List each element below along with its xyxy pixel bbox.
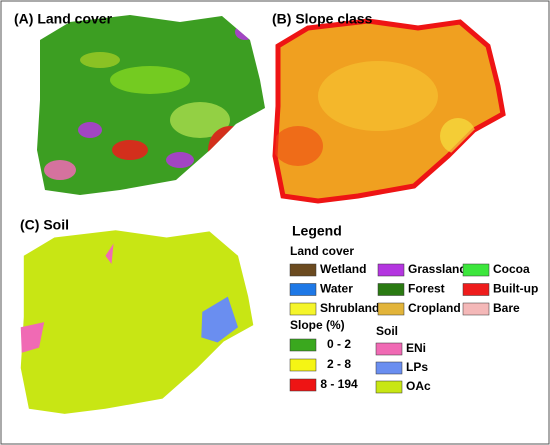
legend-label: Water bbox=[320, 282, 353, 296]
legend-swatch bbox=[377, 263, 405, 277]
legend: Legend Land cover Slope (%) Soil Wetland… bbox=[289, 223, 538, 394]
legend-swatch bbox=[375, 361, 403, 375]
legend-group-title: Land cover bbox=[290, 244, 354, 258]
legend-swatch bbox=[462, 263, 490, 277]
legend-label: Built-up bbox=[493, 282, 538, 296]
legend-group-title: Slope (%) bbox=[290, 318, 345, 332]
legend-label: 2 - 8 bbox=[327, 357, 351, 371]
legend-swatch bbox=[375, 342, 403, 356]
legend-swatch bbox=[289, 378, 317, 392]
legend-title: Legend bbox=[292, 223, 342, 239]
legend-label: ENi bbox=[406, 341, 426, 355]
legend-swatch bbox=[375, 380, 403, 394]
legend-label: Bare bbox=[493, 301, 520, 315]
legend-label: LPs bbox=[406, 360, 428, 374]
legend-label: OAc bbox=[406, 379, 431, 393]
legend-label: 8 - 194 bbox=[320, 377, 358, 391]
legend-swatch bbox=[462, 302, 490, 316]
slope-map bbox=[273, 21, 503, 201]
legend-swatch bbox=[289, 263, 317, 277]
legend-label: Forest bbox=[408, 282, 445, 296]
legend-swatch bbox=[377, 283, 405, 296]
legend-label: Grassland bbox=[408, 262, 467, 276]
legend-swatch bbox=[289, 302, 317, 316]
legend-swatch bbox=[289, 358, 317, 372]
legend-label: Cocoa bbox=[493, 262, 530, 276]
panel-label: (B) Slope class bbox=[272, 11, 373, 27]
legend-label: Shrubland bbox=[320, 301, 379, 315]
legend-swatch bbox=[289, 338, 317, 352]
legend-label: Cropland bbox=[408, 301, 461, 315]
legend-swatch bbox=[289, 283, 317, 296]
panel-label: (C) Soil bbox=[20, 217, 69, 233]
legend-label: 0 - 2 bbox=[327, 337, 351, 351]
panel-label: (A) Land cover bbox=[14, 11, 113, 27]
soil-map bbox=[20, 230, 254, 414]
legend-swatch bbox=[462, 283, 490, 296]
legend-swatch bbox=[377, 302, 405, 316]
legend-label: Wetland bbox=[320, 262, 366, 276]
legend-group-title: Soil bbox=[376, 324, 398, 338]
